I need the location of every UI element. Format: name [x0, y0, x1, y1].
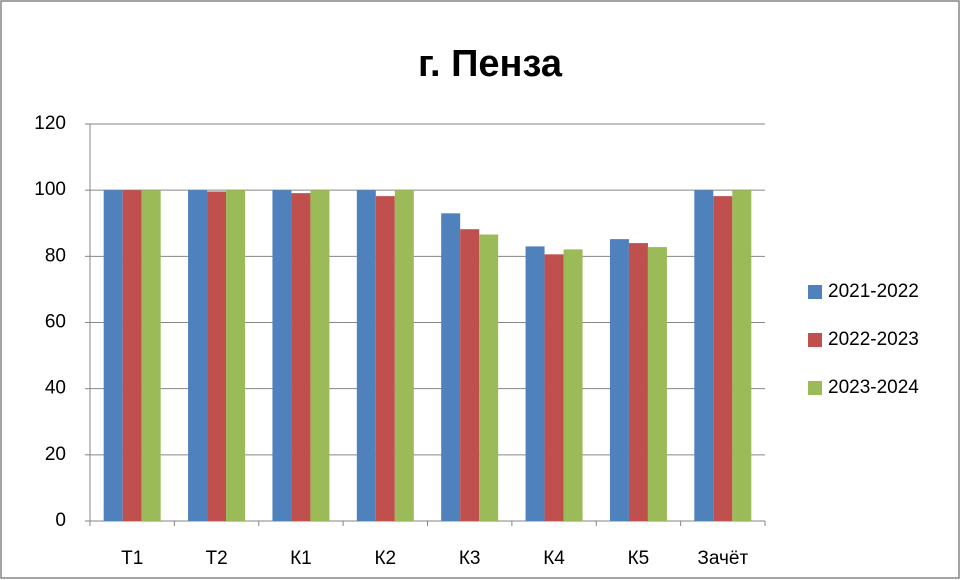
bar: [647, 247, 667, 521]
bar: [525, 246, 545, 522]
legend-label: 2022-2023: [828, 329, 919, 350]
bar: [103, 190, 123, 521]
bar: [628, 243, 648, 521]
bar: [694, 190, 714, 521]
bar: [479, 234, 499, 521]
y-tick-label: 100: [34, 179, 66, 200]
legend-swatch: [808, 381, 822, 395]
bar: [609, 239, 629, 521]
y-tick-label: 40: [45, 378, 66, 399]
bar: [375, 196, 395, 521]
x-tick-label: Т1: [121, 548, 143, 569]
y-tick-label: 20: [45, 444, 66, 465]
x-tick-label: Т2: [205, 548, 227, 569]
legend-swatch: [808, 285, 822, 299]
legend-label: 2021-2022: [828, 281, 919, 302]
bar: [441, 213, 461, 521]
x-tick-label: К3: [459, 548, 481, 569]
y-tick-label: 0: [55, 510, 66, 531]
y-tick-label: 80: [45, 245, 66, 266]
y-tick-label: 60: [45, 312, 66, 333]
bar: [544, 254, 564, 521]
bar: [732, 190, 752, 521]
bar: [207, 191, 227, 522]
bar: [356, 190, 376, 521]
bar: [563, 249, 583, 521]
legend-label: 2023-2024: [828, 377, 919, 398]
x-tick-label: К1: [290, 548, 312, 569]
bar: [141, 190, 161, 521]
bar: [122, 190, 142, 521]
y-tick-label: 120: [34, 113, 66, 134]
x-tick-label: К5: [628, 548, 650, 569]
chart-title: г. Пенза: [418, 43, 563, 85]
x-tick-label: К2: [374, 548, 396, 569]
bar: [272, 190, 292, 521]
bar: [460, 229, 480, 521]
bar: [291, 193, 311, 521]
bar: [226, 190, 246, 521]
x-tick-label: Зачёт: [697, 548, 748, 569]
bar: [310, 190, 330, 521]
bar: [188, 190, 208, 521]
bar: [713, 196, 733, 521]
bar: [394, 190, 414, 521]
legend-swatch: [808, 333, 822, 347]
x-tick-label: К4: [543, 548, 565, 569]
